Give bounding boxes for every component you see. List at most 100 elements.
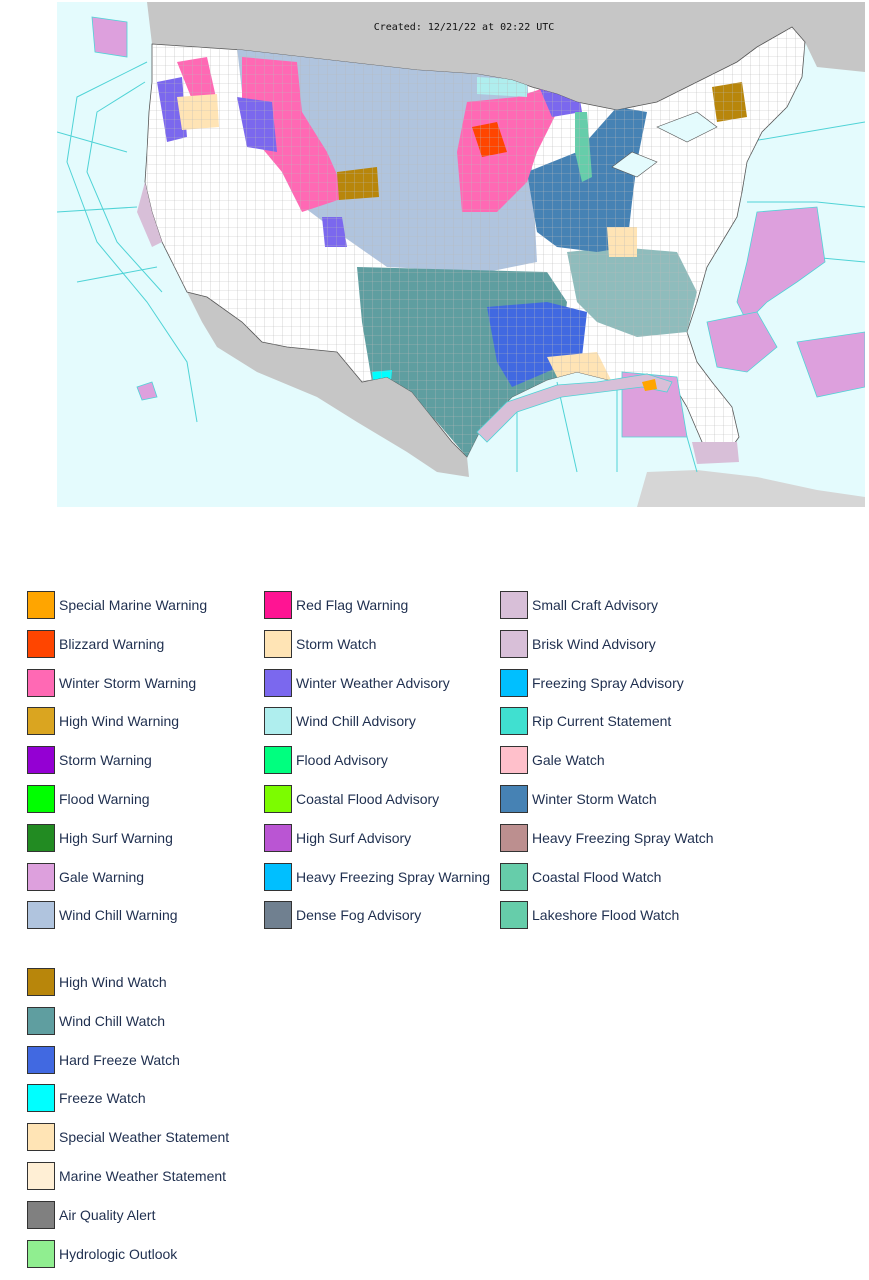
legend-item-red-flag-warning: Red Flag Warning xyxy=(264,590,408,620)
legend-item-air-quality-alert: Air Quality Alert xyxy=(27,1200,155,1230)
legend-label: Brisk Wind Advisory xyxy=(532,635,656,652)
legend-item-dense-fog-advisory: Dense Fog Advisory xyxy=(264,900,421,930)
legend-swatch xyxy=(27,785,55,813)
legend-label: Storm Watch xyxy=(296,635,377,652)
legend-item-high-wind-watch: High Wind Watch xyxy=(27,967,167,997)
legend-label: Coastal Flood Advisory xyxy=(296,791,440,807)
legend-swatch xyxy=(264,707,292,736)
legend-item-gale-watch: Gale Watch xyxy=(500,745,605,775)
legend-swatch xyxy=(27,862,55,891)
legend-label: Gale Warning xyxy=(59,868,145,885)
legend-item-brisk-wind-advisory: Brisk Wind Advisory xyxy=(500,629,656,659)
legend-item-lakeshore-flood-watch: Lakeshore Flood Watch xyxy=(500,900,679,930)
legend-label: Rip Current Statement xyxy=(532,713,672,730)
legend-label: High Wind Warning xyxy=(59,713,180,730)
legend-swatch xyxy=(264,901,292,930)
legend-swatch xyxy=(27,1200,55,1229)
legend-item-hard-freeze-watch: Hard Freeze Watch xyxy=(27,1045,180,1075)
legend-swatch xyxy=(27,1084,55,1113)
legend-swatch xyxy=(27,668,55,697)
legend-item-high-surf-advisory: High Surf Advisory xyxy=(264,823,411,853)
legend-label: Heavy Freezing Spray Watch xyxy=(532,829,714,846)
legend-label: Marine Weather Statement xyxy=(59,1168,227,1184)
legend-swatch xyxy=(500,591,528,619)
legend-label: Wind Chill Advisory xyxy=(296,713,416,730)
legend-item-freezing-spray-advisory: Freezing Spray Advisory xyxy=(500,668,684,698)
legend-label: High Surf Advisory xyxy=(296,829,412,846)
legend-swatch xyxy=(500,746,528,775)
legend-item-winter-storm-watch: Winter Storm Watch xyxy=(500,784,657,814)
legend-item-wind-chill-warning: Wind Chill Warning xyxy=(27,900,178,930)
legend-item-storm-warning: Storm Warning xyxy=(27,745,152,775)
legend-item-high-surf-warning: High Surf Warning xyxy=(27,823,173,853)
legend-swatch xyxy=(264,629,292,658)
legend-item-wind-chill-advisory: Wind Chill Advisory xyxy=(264,706,416,736)
legend-item-high-wind-warning: High Wind Warning xyxy=(27,706,179,736)
legend-label: Special Marine Warning xyxy=(59,597,208,613)
legend-label: Dense Fog Advisory xyxy=(296,907,422,924)
legend-item-special-weather-statement: Special Weather Statement xyxy=(27,1122,229,1152)
legend-label: Flood Warning xyxy=(59,791,150,807)
legend-label: Flood Advisory xyxy=(296,752,388,769)
legend-label: Freeze Watch xyxy=(59,1090,146,1107)
legend-swatch xyxy=(27,1123,55,1152)
legend-item-hydrologic-outlook: Hydrologic Outlook xyxy=(27,1239,177,1269)
legend-swatch xyxy=(500,707,528,736)
legend-item-coastal-flood-advisory: Coastal Flood Advisory xyxy=(264,784,439,814)
legend-item-flood-warning: Flood Warning xyxy=(27,784,150,814)
legend-swatch xyxy=(500,823,528,852)
legend-swatch xyxy=(264,668,292,697)
legend-item-flood-advisory: Flood Advisory xyxy=(264,745,388,775)
legend-item-special-marine-warning: Special Marine Warning xyxy=(27,590,207,620)
legend-item-heavy-freezing-spray-watch: Heavy Freezing Spray Watch xyxy=(500,823,714,853)
legend-swatch xyxy=(27,629,55,658)
legend-item-gale-warning: Gale Warning xyxy=(27,862,144,892)
legend-swatch xyxy=(264,591,292,619)
legend-label: Wind Chill Warning xyxy=(59,907,178,924)
legend-item-small-craft-advisory: Small Craft Advisory xyxy=(500,590,658,620)
legend-item-storm-watch: Storm Watch xyxy=(264,629,376,659)
legend-label: Winter Storm Warning xyxy=(59,674,197,691)
legend-item-coastal-flood-watch: Coastal Flood Watch xyxy=(500,862,661,892)
us-map-drawing xyxy=(57,2,865,507)
legend-label: Heavy Freezing Spray Warning xyxy=(296,868,491,885)
legend-swatch xyxy=(500,629,528,658)
legend-label: Freezing Spray Advisory xyxy=(532,674,684,691)
legend-label: Gale Watch xyxy=(532,752,605,769)
legend-label: Lakeshore Flood Watch xyxy=(532,907,680,924)
legend-swatch xyxy=(27,591,55,619)
legend-item-marine-weather-statement: Marine Weather Statement xyxy=(27,1161,226,1191)
legend-swatch xyxy=(27,968,55,996)
legend-label: Small Craft Advisory xyxy=(532,597,659,613)
legend-swatch xyxy=(27,823,55,852)
legend-item-wind-chill-watch: Wind Chill Watch xyxy=(27,1006,165,1036)
legend-item-winter-weather-advisory: Winter Weather Advisory xyxy=(264,668,450,698)
legend-swatch xyxy=(27,1006,55,1035)
legend-swatch xyxy=(500,785,528,813)
legend-item-winter-storm-warning: Winter Storm Warning xyxy=(27,668,196,698)
legend-swatch xyxy=(27,707,55,736)
legend-item-heavy-freezing-spray-warning: Heavy Freezing Spray Warning xyxy=(264,862,490,892)
legend-swatch xyxy=(27,1239,55,1268)
legend-swatch xyxy=(500,668,528,697)
legend-swatch xyxy=(264,746,292,775)
legend-swatch xyxy=(27,901,55,930)
legend-label: Special Weather Statement xyxy=(59,1129,230,1146)
legend-label: Storm Warning xyxy=(59,752,152,769)
weather-alert-map: Created: 12/21/22 at 02:22 UTC xyxy=(57,2,865,507)
legend-label: High Surf Warning xyxy=(59,829,173,846)
legend-label: Winter Weather Advisory xyxy=(296,674,450,691)
legend-item-blizzard-warning: Blizzard Warning xyxy=(27,629,164,659)
created-timestamp: Created: 12/21/22 at 02:22 UTC xyxy=(373,22,555,33)
legend-label: Hydrologic Outlook xyxy=(59,1245,178,1262)
legend-swatch xyxy=(500,862,528,891)
legend-label: Hard Freeze Watch xyxy=(59,1051,180,1068)
legend-swatch xyxy=(27,1045,55,1074)
legend-label: High Wind Watch xyxy=(59,974,167,990)
legend-swatch xyxy=(27,1162,55,1190)
legend-swatch xyxy=(264,785,292,813)
legend-swatch xyxy=(500,901,528,930)
legend-label: Air Quality Alert xyxy=(59,1206,156,1223)
legend-label: Red Flag Warning xyxy=(296,597,409,613)
legend-swatch xyxy=(264,823,292,852)
